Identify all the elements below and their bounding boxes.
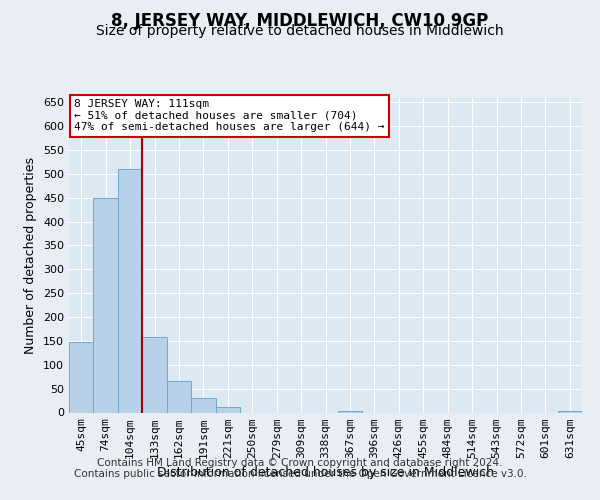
Bar xyxy=(167,382,191,412)
Bar xyxy=(338,411,362,412)
Bar xyxy=(142,337,167,412)
Text: 8 JERSEY WAY: 111sqm
← 51% of detached houses are smaller (704)
47% of semi-deta: 8 JERSEY WAY: 111sqm ← 51% of detached h… xyxy=(74,99,385,132)
Bar xyxy=(215,407,240,412)
Bar xyxy=(118,169,142,412)
Y-axis label: Number of detached properties: Number of detached properties xyxy=(25,156,37,354)
Text: Contains HM Land Registry data © Crown copyright and database right 2024.: Contains HM Land Registry data © Crown c… xyxy=(97,458,503,468)
Bar xyxy=(94,198,118,412)
Text: 8, JERSEY WAY, MIDDLEWICH, CW10 9GP: 8, JERSEY WAY, MIDDLEWICH, CW10 9GP xyxy=(112,12,488,30)
Bar xyxy=(191,398,215,412)
Text: Contains public sector information licensed under the Open Government Licence v3: Contains public sector information licen… xyxy=(74,469,526,479)
Bar xyxy=(69,342,94,412)
Text: Size of property relative to detached houses in Middlewich: Size of property relative to detached ho… xyxy=(96,24,504,38)
X-axis label: Distribution of detached houses by size in Middlewich: Distribution of detached houses by size … xyxy=(157,466,494,479)
Bar xyxy=(557,411,582,412)
